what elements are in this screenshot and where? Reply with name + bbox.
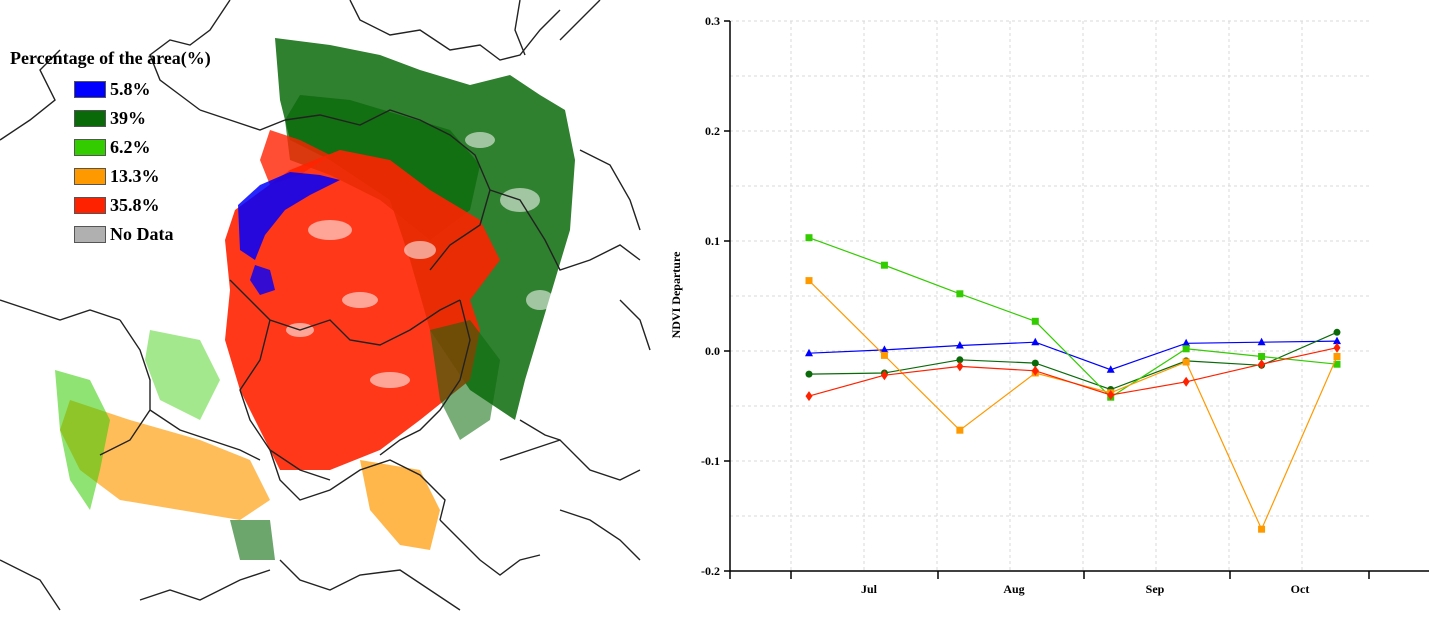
data-point	[1107, 390, 1115, 400]
data-point	[1257, 337, 1266, 346]
data-point	[1258, 353, 1266, 360]
legend-item: 5.8%	[74, 75, 211, 104]
legend-item: No Data	[74, 220, 211, 249]
series-line	[808, 331, 1338, 391]
legend-item: 13.3%	[74, 162, 211, 191]
data-point	[1333, 336, 1341, 345]
legend-swatch	[74, 139, 106, 156]
legend-item: 35.8%	[74, 191, 211, 220]
data-point	[1258, 359, 1266, 370]
data-point	[955, 341, 964, 349]
ndvi-departure-chart: -0.2 -0.1 0.0 0.1 0.2 0.3 Jul Aug Sep Oct NDVI De…	[669, 14, 1429, 596]
y-tick-label: 0.1	[705, 234, 720, 248]
y-tick-label: -0.2	[701, 564, 720, 578]
map-vegetation-patches	[55, 38, 575, 560]
series-line	[808, 340, 1338, 371]
data-point	[956, 361, 964, 372]
data-point	[805, 370, 813, 378]
data-point	[805, 234, 813, 242]
data-point	[805, 348, 813, 357]
legend-label: 5.8%	[110, 79, 151, 99]
legend-swatch	[74, 226, 106, 243]
data-point	[880, 351, 888, 359]
chart-series	[805, 234, 1341, 533]
series-line	[808, 280, 1338, 531]
ndvi-chart-panel: -0.2 -0.1 0.0 0.1 0.2 0.3 Jul Aug Sep Oct NDVI De…	[660, 0, 1449, 618]
y-tick-label: -0.1	[701, 454, 720, 468]
data-point	[805, 391, 813, 402]
y-tick-label: 0.3	[705, 14, 720, 28]
legend-label: 35.8%	[110, 195, 160, 215]
data-point	[1031, 365, 1039, 376]
data-point	[1106, 365, 1115, 373]
data-point	[1182, 376, 1190, 387]
data-point	[1031, 337, 1040, 346]
series-line	[808, 347, 1338, 397]
data-point	[956, 356, 964, 364]
data-point	[1182, 358, 1190, 366]
x-tick-label: Aug	[1003, 582, 1024, 596]
legend-swatch	[74, 110, 106, 127]
legend-label: 39%	[110, 108, 146, 128]
data-point	[880, 345, 889, 353]
vegetation-map: Percentage of the area(%) 5.8% 39% 6.2% …	[0, 0, 660, 618]
legend-label: 6.2%	[110, 137, 151, 157]
map-boundaries	[0, 0, 651, 611]
data-point	[1258, 525, 1266, 533]
data-point	[1031, 317, 1039, 325]
chart-axes: -0.2 -0.1 0.0 0.1 0.2 0.3 Jul Aug Sep Oct	[701, 14, 1429, 596]
data-point	[880, 261, 888, 269]
legend-label: 13.3%	[110, 166, 160, 186]
y-tick-label: 0.2	[705, 124, 720, 138]
x-tick-label: Sep	[1146, 582, 1165, 596]
data-point	[956, 426, 964, 434]
x-tick-label: Oct	[1291, 582, 1310, 596]
data-point	[1333, 328, 1341, 336]
data-point	[1333, 353, 1341, 360]
legend-swatch	[74, 81, 106, 98]
data-point	[1182, 338, 1191, 347]
map-legend: Percentage of the area(%) 5.8% 39% 6.2% …	[10, 48, 211, 249]
data-point	[1031, 359, 1039, 367]
data-point	[1333, 360, 1341, 368]
legend-item: 39%	[74, 104, 211, 133]
x-tick-label: Jul	[861, 582, 878, 596]
data-point	[1182, 345, 1190, 353]
legend-swatch	[74, 197, 106, 214]
data-point	[956, 290, 964, 298]
legend-label: No Data	[110, 224, 174, 244]
series-line	[808, 237, 1338, 398]
data-point	[805, 277, 813, 285]
region-map-image	[0, 0, 651, 611]
legend-item: 6.2%	[74, 133, 211, 162]
chart-grid	[730, 20, 1369, 572]
legend-title: Percentage of the area(%)	[10, 48, 211, 68]
y-axis-label: NDVI Departure	[669, 251, 683, 338]
y-tick-label: 0.0	[705, 344, 720, 358]
data-point	[1333, 342, 1341, 353]
legend-swatch	[74, 168, 106, 185]
data-point	[880, 370, 888, 381]
